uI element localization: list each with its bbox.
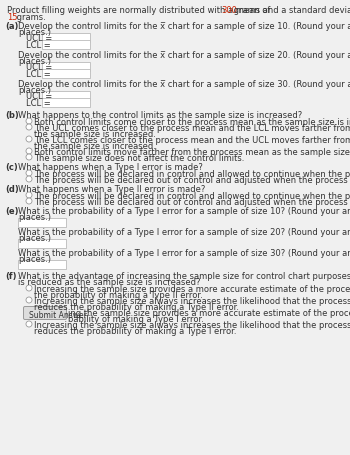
Text: places.): places.) <box>18 86 51 95</box>
Text: (e): (e) <box>5 207 19 216</box>
Text: LCL =: LCL = <box>26 99 51 108</box>
Circle shape <box>26 171 32 177</box>
Circle shape <box>26 285 32 291</box>
Circle shape <box>26 119 32 125</box>
Circle shape <box>26 149 32 155</box>
Text: Develop the control limits for the x̅ chart for a sample of size 20. (Round your: Develop the control limits for the x̅ ch… <box>18 51 350 60</box>
Text: reduces the probability of making a Type I error.: reduces the probability of making a Type… <box>34 326 237 335</box>
Text: (d): (d) <box>5 185 19 193</box>
Text: Develop the control limits for the x̅ chart for a sample of size 10. (Round your: Develop the control limits for the x̅ ch… <box>18 22 350 31</box>
FancyBboxPatch shape <box>42 41 90 50</box>
Text: The process will be declared in control and allowed to continue when the process: The process will be declared in control … <box>34 170 350 179</box>
Text: 300: 300 <box>222 6 237 15</box>
Text: (a): (a) <box>5 22 18 31</box>
Text: LCL =: LCL = <box>26 70 51 79</box>
Text: (f): (f) <box>5 271 16 280</box>
Text: The process will be declared out of control and adjusted when the process is act: The process will be declared out of cont… <box>34 176 350 185</box>
Circle shape <box>26 177 32 182</box>
FancyBboxPatch shape <box>18 260 66 269</box>
Circle shape <box>26 136 32 143</box>
Text: places.): places.) <box>18 254 51 263</box>
Circle shape <box>26 125 32 131</box>
FancyBboxPatch shape <box>42 92 90 101</box>
FancyBboxPatch shape <box>42 99 90 108</box>
Text: ing the sample size provides a more accurate estimate of the process mean and re: ing the sample size provides a more accu… <box>68 308 350 317</box>
Text: places.): places.) <box>18 28 51 37</box>
Text: reduces the probability of making a Type II error.: reduces the probability of making a Type… <box>34 302 239 311</box>
Circle shape <box>26 298 32 303</box>
Text: bability of making a Type I error.: bability of making a Type I error. <box>68 314 204 324</box>
Text: The process will be declared out of control and adjusted when the process is act: The process will be declared out of cont… <box>34 197 350 207</box>
Text: Increasing the sample size provides a more accurate estimate of the process mean: Increasing the sample size provides a mo… <box>34 284 350 293</box>
Circle shape <box>26 198 32 205</box>
Text: the probability of making a Type II error.: the probability of making a Type II erro… <box>34 290 203 299</box>
Text: The UCL comes closer to the process mean and the LCL moves farther from the proc: The UCL comes closer to the process mean… <box>34 124 350 133</box>
Text: The process will be declared in control and allowed to continue when the process: The process will be declared in control … <box>34 192 350 201</box>
Text: Product filling weights are normally distributed with a mean of: Product filling weights are normally dis… <box>7 6 273 15</box>
Text: the sample size is increased.: the sample size is increased. <box>34 130 156 139</box>
FancyBboxPatch shape <box>42 70 90 79</box>
Text: UCL =: UCL = <box>26 34 52 43</box>
FancyBboxPatch shape <box>23 307 66 320</box>
Text: Develop the control limits for the x̅ chart for a sample of size 30. (Round your: Develop the control limits for the x̅ ch… <box>18 80 350 89</box>
Text: Submit Answer: Submit Answer <box>29 310 87 319</box>
Text: What happens to the control limits as the sample size is increased?: What happens to the control limits as th… <box>18 111 302 120</box>
FancyBboxPatch shape <box>18 218 66 228</box>
Text: (c): (c) <box>5 162 18 172</box>
Circle shape <box>26 321 32 327</box>
Text: The LCL comes closer to the process mean and the UCL moves farther from the proc: The LCL comes closer to the process mean… <box>34 136 350 145</box>
Text: 15: 15 <box>7 13 18 22</box>
Text: UCL =: UCL = <box>26 92 52 101</box>
FancyBboxPatch shape <box>18 239 66 248</box>
Text: grams.: grams. <box>14 13 46 22</box>
Text: What is the probability of a Type I error for a sample of size 30? (Round your a: What is the probability of a Type I erro… <box>18 248 350 258</box>
Text: (b): (b) <box>5 111 19 120</box>
Text: Increasing the sample size always increases the likelihood that the process is i: Increasing the sample size always increa… <box>34 320 350 329</box>
Text: places.): places.) <box>18 233 51 243</box>
Text: Both control limits move farther from the process mean as the sample size is inc: Both control limits move farther from th… <box>34 148 350 157</box>
Text: places.): places.) <box>18 57 51 66</box>
FancyBboxPatch shape <box>42 63 90 72</box>
Text: grams and a standard deviation of: grams and a standard deviation of <box>231 6 350 15</box>
Text: The sample size does not affect the control limits.: The sample size does not affect the cont… <box>34 154 244 162</box>
Text: is reduced as the sample size is increased?: is reduced as the sample size is increas… <box>18 278 201 286</box>
Text: the sample size is increased.: the sample size is increased. <box>34 142 156 151</box>
Text: What is the probability of a Type I error for a sample of size 20? (Round your a: What is the probability of a Type I erro… <box>18 228 350 237</box>
Text: Increasing the sample size always increases the likelihood that the process is i: Increasing the sample size always increa… <box>34 296 350 305</box>
FancyBboxPatch shape <box>42 34 90 43</box>
Text: LCL =: LCL = <box>26 41 51 50</box>
Text: What happens when a Type II error is made?: What happens when a Type II error is mad… <box>18 185 205 193</box>
Text: What happens when a Type I error is made?: What happens when a Type I error is made… <box>18 162 203 172</box>
Text: UCL =: UCL = <box>26 63 52 72</box>
Text: What is the probability of a Type I error for a sample of size 10? (Round your a: What is the probability of a Type I erro… <box>18 207 350 216</box>
Text: Both control limits come closer to the process mean as the sample size is increa: Both control limits come closer to the p… <box>34 118 350 127</box>
Circle shape <box>26 192 32 198</box>
Text: places.): places.) <box>18 212 51 222</box>
Text: What is the advantage of increasing the sample size for control chart purposes? : What is the advantage of increasing the … <box>18 271 350 280</box>
Circle shape <box>26 155 32 161</box>
